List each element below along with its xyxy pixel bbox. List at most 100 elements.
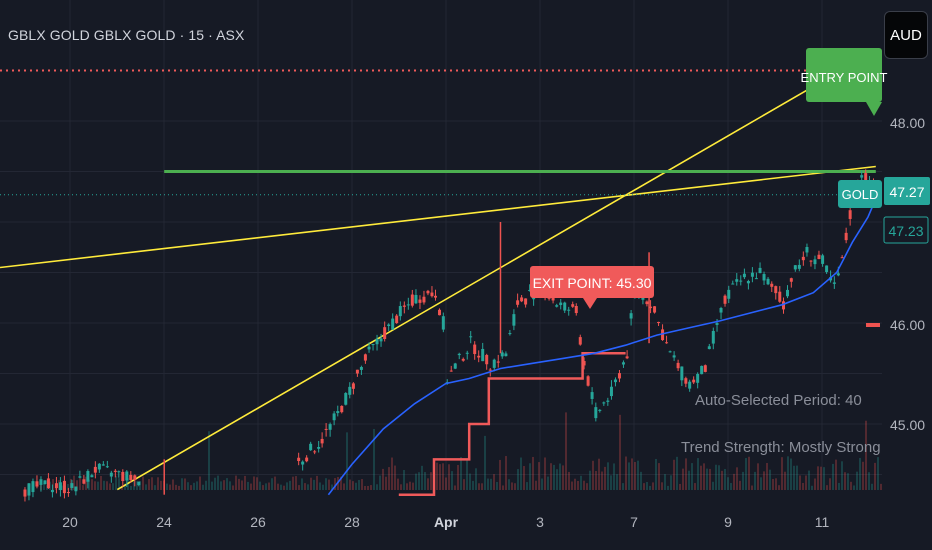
volume-bar [706, 468, 708, 490]
volume-bar [610, 475, 612, 490]
volume-bar [232, 485, 234, 490]
candle-body [35, 481, 39, 487]
candle-body [719, 307, 723, 313]
volume-bar [694, 483, 696, 490]
candle-body [742, 273, 746, 278]
volume-bar [658, 463, 660, 490]
volume-bar [628, 462, 630, 490]
volume-bar [580, 475, 582, 490]
volume-bar [289, 480, 291, 490]
candle-body [97, 463, 101, 470]
volume-bar [673, 459, 675, 490]
volume-bar [685, 458, 687, 490]
candle-body [621, 362, 625, 365]
candlesticks [23, 169, 876, 502]
candle-body [609, 386, 613, 397]
volume-bar [178, 485, 180, 490]
candle-body [676, 362, 680, 369]
volume-bar [256, 477, 258, 490]
candle-body [367, 346, 371, 350]
volume-bar [613, 463, 615, 490]
volume-bar [181, 478, 183, 490]
volume-bar [442, 463, 444, 490]
y-tick-label: 46.00 [890, 317, 925, 333]
volume-bar [589, 470, 591, 490]
candle-body [809, 260, 813, 262]
volume-bar [106, 481, 108, 490]
volume-bar [325, 478, 327, 490]
volume-bar [43, 483, 45, 490]
candle-body [66, 492, 70, 494]
candle-body [711, 330, 715, 344]
volume-bar [265, 483, 267, 490]
volume-bar [202, 484, 204, 490]
volume-bar [802, 482, 804, 490]
candle-body [31, 481, 35, 493]
volume-bar [382, 468, 384, 490]
volume-bar [529, 463, 531, 490]
volume-bar [358, 480, 360, 490]
candle-body [731, 283, 735, 285]
volume-bar [640, 471, 642, 490]
volume-bar [538, 462, 540, 490]
candle-body [563, 302, 567, 311]
ma-price-text: 47.23 [888, 223, 923, 239]
candle-body [774, 286, 778, 294]
volume-bar [235, 475, 237, 490]
volume-bar [133, 481, 135, 490]
volume-bar [622, 483, 624, 490]
candle-body [762, 274, 766, 281]
volume-bar [745, 458, 747, 490]
volume-bar [586, 483, 588, 490]
volume-bar [367, 485, 369, 490]
volume-bar [475, 468, 477, 490]
time-axis[interactable]: 20 24 26 28 Apr 3 7 9 11 [62, 514, 829, 530]
volume-bar [406, 483, 408, 490]
candle-body [703, 365, 707, 372]
candle-body [320, 438, 324, 444]
candle-body [23, 489, 27, 497]
volume-bar [190, 485, 192, 490]
volume-bar [733, 473, 735, 490]
volume-bar [511, 482, 513, 490]
volume-bar [241, 480, 243, 490]
volume-bar [748, 456, 750, 490]
candle-body [817, 254, 821, 260]
candle-body [410, 294, 414, 306]
candle-body [473, 344, 477, 355]
candle-body [340, 405, 344, 413]
instrument-tag: GOLD [838, 180, 882, 208]
candle-body [492, 359, 496, 368]
candle-body [86, 471, 90, 482]
volume-bar [514, 483, 516, 490]
volume-bar [619, 414, 621, 490]
volume-bar [742, 471, 744, 490]
volume-bar [376, 484, 378, 490]
candle-body [313, 451, 317, 453]
candle-body [336, 411, 340, 414]
candle-body [101, 464, 105, 466]
volume-bar [85, 476, 87, 490]
volume-bar [778, 485, 780, 490]
volume-bar [49, 481, 51, 490]
price-axis[interactable]: 48.00 46.00 45.00 47.27 47.23 [866, 115, 930, 433]
volume-bar [277, 483, 279, 490]
candle-body [317, 447, 321, 449]
volume-bar [604, 466, 606, 490]
candle-body [105, 466, 109, 468]
volume-bar [664, 474, 666, 490]
candle-body [602, 402, 606, 404]
exit-point-text: EXIT POINT: 45.30 [533, 275, 652, 291]
candle-body [782, 301, 785, 310]
candle-body [801, 256, 805, 261]
candle-body [297, 457, 301, 462]
instrument-tag-text: GOLD [842, 187, 879, 202]
volume-bar [349, 479, 351, 490]
candle-body [129, 474, 133, 480]
x-tick-label: 9 [724, 514, 732, 530]
volume-bar [526, 482, 528, 490]
currency-button[interactable]: AUD [884, 11, 928, 59]
volume-bar [316, 475, 318, 490]
volume-bar [430, 472, 432, 490]
